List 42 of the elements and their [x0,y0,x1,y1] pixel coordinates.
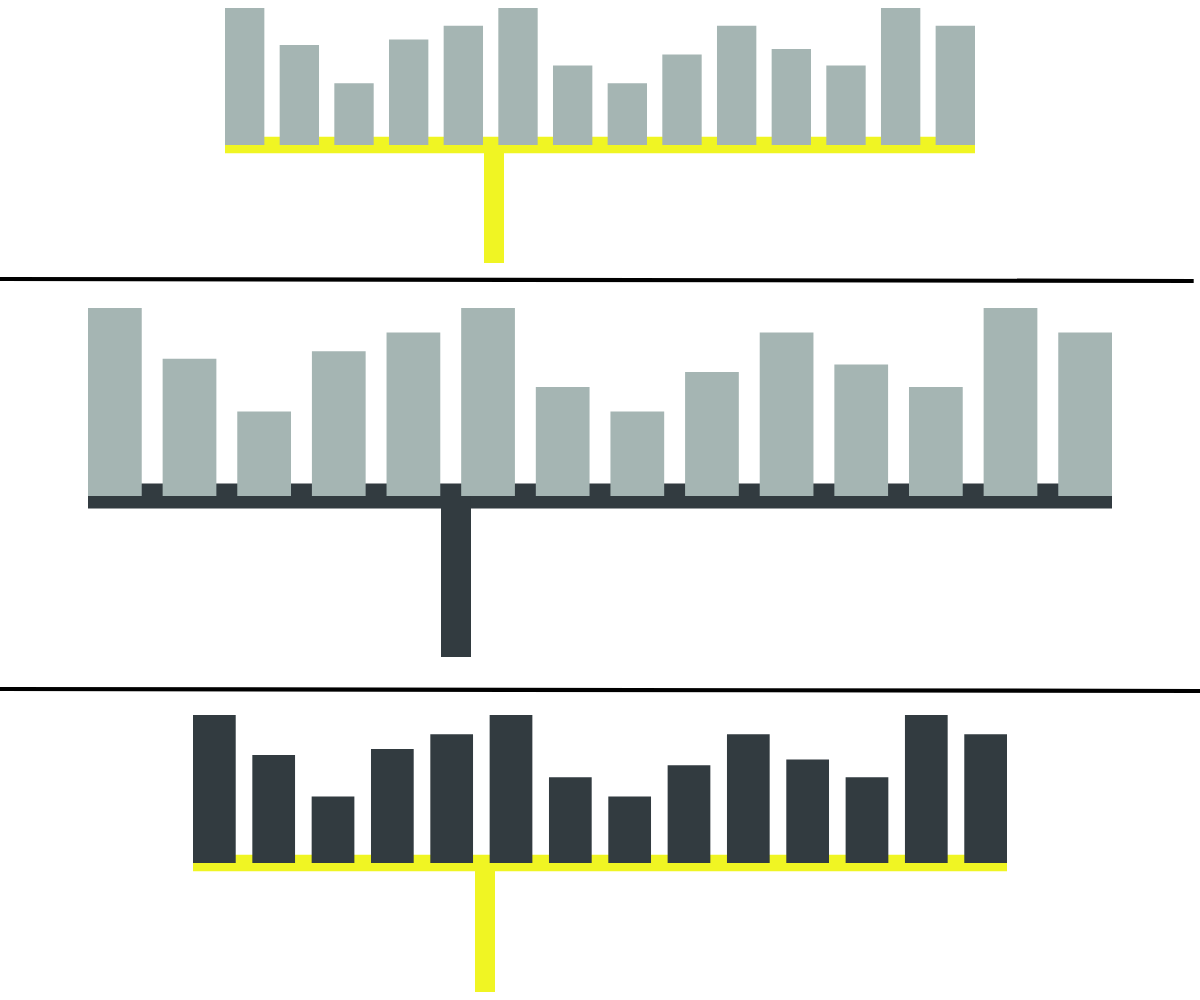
bar [388,39,429,145]
bar [162,358,217,496]
bar [489,715,533,863]
bar [386,332,441,496]
bar [685,371,739,496]
bar [964,734,1007,863]
bar [548,777,592,863]
bar [759,332,814,496]
bar [786,759,830,863]
bar [880,8,921,145]
bar [826,65,866,145]
bar [608,796,652,863]
bar [771,49,812,145]
bar [461,308,515,496]
bar [88,308,142,496]
bar [535,386,590,496]
bar [498,8,538,145]
bar [311,796,355,863]
bar [716,25,757,145]
bar [726,734,770,863]
bar [908,386,963,496]
bar [430,734,474,863]
bar [252,754,296,863]
bar [552,65,593,145]
bar [845,777,889,863]
bar [311,351,366,496]
bar [237,411,292,496]
bar [904,715,948,863]
bar [610,411,665,496]
bar [279,44,320,145]
bar [667,765,711,863]
bar [662,54,702,145]
bar [983,308,1038,496]
bar [370,749,414,863]
bar [443,25,484,145]
bar [334,83,374,145]
bar [935,25,975,145]
bar [607,83,648,145]
bar [1058,332,1112,496]
bar [834,364,889,496]
bar [193,715,236,863]
bar [225,8,265,145]
